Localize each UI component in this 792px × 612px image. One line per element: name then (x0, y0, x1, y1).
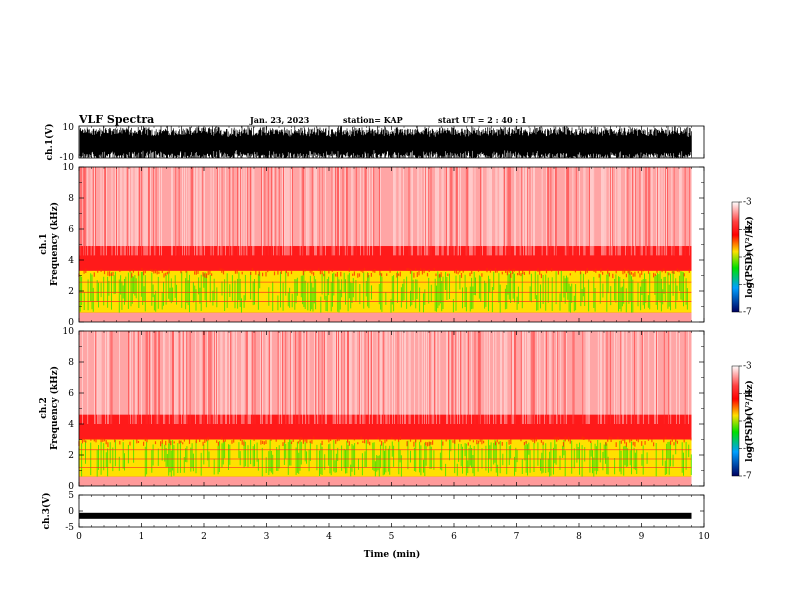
colorbar-tick-label: -7 (743, 472, 752, 482)
x-tick-label: 4 (326, 532, 332, 542)
y-tick-label: 8 (68, 194, 74, 204)
x-tick-label: 5 (389, 532, 395, 542)
ch1-spectrogram-yticks: 10 8 6 4 2 0 (63, 163, 704, 328)
spectrogram-dark-streaks (95, 331, 686, 424)
y-tick-label: -5 (65, 523, 74, 533)
x-tick-label: 6 (451, 532, 457, 542)
x-tick-label: 2 (201, 532, 207, 542)
colorbar-tick-label: -7 (743, 308, 752, 318)
colorbar-tick-label: -5 (743, 253, 752, 263)
y-tick-label: 10 (63, 163, 75, 173)
ch1-waveform-ylabel: ch.1(V) (44, 124, 55, 161)
y-tick-label: 0 (68, 507, 74, 517)
y-tick-label: 0 (68, 482, 74, 492)
x-tick-label: 8 (576, 532, 582, 542)
spectrogram-band-yellow (79, 270, 692, 313)
time-axis-label: Time (min) (364, 549, 421, 560)
ch2-frequency-label: Frequency (kHz) (49, 366, 60, 450)
ch2-colorbar-label: log(PSD)(V²/Hz) (744, 380, 755, 462)
ch2-spectrogram-ylabel: ch.2 (39, 397, 49, 418)
spectrogram-dark-streaks (79, 167, 690, 256)
colorbar-tick-label: -3 (743, 198, 752, 208)
spectrogram-base-band (79, 476, 692, 486)
colorbar-tick-label: -4 (743, 225, 752, 235)
y-tick-label: 0 (68, 318, 74, 328)
colorbar-tick-label: -4 (743, 389, 752, 399)
time-axis-ticks: 0 1 2 3 4 5 6 7 8 9 10 (76, 126, 710, 542)
colorbar-tick-label: -6 (743, 280, 752, 290)
station-label: station= KAP (343, 115, 403, 125)
y-tick-label: 6 (68, 389, 74, 399)
ch1-frequency-label: Frequency (kHz) (49, 202, 60, 286)
ch2-colorbar-ticks: -3 -4 -5 -6 -7 (739, 362, 752, 482)
ch3-waveform-trace (79, 512, 692, 519)
start-ut-label: start UT = 2 : 40 : 1 (438, 115, 527, 125)
spectrogram-base-band (79, 312, 692, 322)
y-tick-label: 2 (68, 451, 74, 461)
y-tick-label: 4 (68, 256, 74, 266)
ch1-colorbar-ticks: -3 -4 -5 -6 -7 (739, 198, 752, 318)
ch3-waveform-yticks: 5 0 -5 (65, 491, 704, 533)
ch2-spectrogram-image (78, 331, 692, 486)
ch1-spectrogram-ylabel: ch.1 (39, 233, 49, 254)
y-tick-label: 2 (68, 287, 74, 297)
spectrogram-upper-region (79, 331, 692, 415)
ch1-ytick-bottom: -10 (60, 153, 75, 163)
ch1-waveform-line (79, 126, 692, 158)
ch3-waveform-frame (78, 494, 705, 528)
chart-title: VLF Spectra (78, 113, 154, 126)
ch1-waveform-trace (79, 126, 692, 158)
y-tick-label: 6 (68, 225, 74, 235)
y-tick-label: 8 (68, 358, 74, 368)
x-tick-label: 9 (639, 532, 645, 542)
colorbar-tick-label: -5 (743, 417, 752, 427)
ch1-ytick-top: 10 (63, 123, 75, 133)
ch3-waveform-panel: 50-5 ch.3(V) 0 1 2 3 4 5 6 7 8 9 10 Time (min) (41, 126, 710, 560)
ch3-waveform-line (79, 512, 692, 519)
ch1-colorbar-label: log(PSD)(V²/Hz) (744, 216, 755, 298)
spectrogram-band-green (79, 270, 688, 313)
colorbar-tick-label: -3 (743, 362, 752, 372)
ch2-colorbar (731, 365, 740, 477)
spectrogram-upper-region (79, 167, 692, 247)
x-tick-label: 1 (139, 532, 145, 542)
x-tick-label: 0 (76, 532, 82, 542)
ch1-colorbar (731, 201, 740, 313)
x-tick-label: 7 (514, 532, 520, 542)
x-tick-label: 10 (698, 532, 710, 542)
date-label: Jan. 23, 2023 (249, 115, 310, 125)
ch1-waveform-panel: 10 -10 ch.1(V) (44, 123, 705, 163)
y-tick-label: 4 (68, 420, 74, 430)
ch2-spectrogram-yticks: 10 8 6 4 2 0 (63, 327, 704, 492)
colorbar-tick-label: -6 (743, 444, 752, 454)
x-tick-label: 3 (264, 532, 270, 542)
y-tick-label: 5 (68, 491, 74, 501)
y-tick-label: 10 (63, 327, 75, 337)
ch3-waveform-ylabel: ch.3(V) (41, 493, 52, 530)
ch1-spectrogram-image (78, 167, 692, 322)
